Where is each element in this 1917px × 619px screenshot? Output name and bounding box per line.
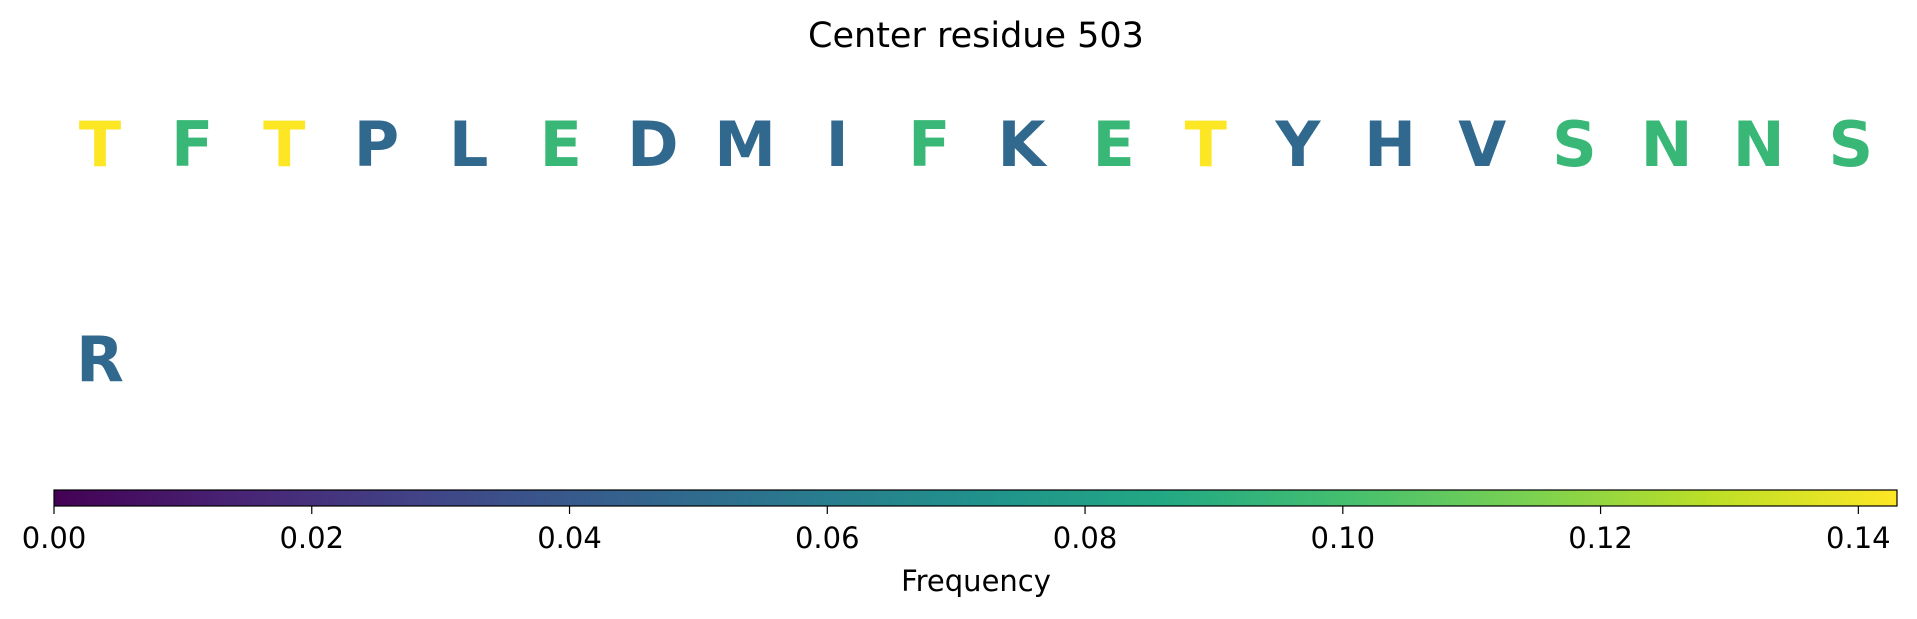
residue-letter: D	[627, 108, 678, 181]
x-tick-label: 0.10	[1311, 521, 1376, 555]
residue-letter: N	[1733, 108, 1785, 181]
colorbar	[53, 489, 1898, 507]
residue-letter: H	[1364, 108, 1416, 181]
x-tick-label: 0.14	[1826, 521, 1891, 555]
x-tick-label: 0.06	[795, 521, 860, 555]
residue-letter: R	[76, 323, 124, 396]
x-tick-label: 0.00	[22, 521, 87, 555]
x-tick-label: 0.04	[537, 521, 602, 555]
residue-letter: I	[826, 108, 849, 181]
residue-letter: N	[1641, 108, 1693, 181]
residue-letter: P	[354, 108, 399, 181]
chart-title: Center residue 503	[808, 16, 1144, 56]
residue-letter: L	[449, 108, 489, 181]
residue-letter: T	[263, 108, 305, 181]
residue-letter: F	[171, 108, 213, 181]
residue-letter: F	[908, 108, 950, 181]
residue-letter: M	[714, 108, 776, 181]
residue-letter: V	[1458, 108, 1506, 181]
residue-letter: E	[1092, 108, 1134, 181]
residue-letter: S	[1829, 108, 1874, 181]
colorbar-label: Frequency	[901, 564, 1051, 598]
x-tick-label: 0.02	[279, 521, 344, 555]
x-tick-label: 0.08	[1053, 521, 1118, 555]
residue-letter: E	[540, 108, 582, 181]
x-tick-label: 0.12	[1568, 521, 1633, 555]
residue-letter: T	[79, 108, 121, 181]
residue-letter: S	[1552, 108, 1597, 181]
residue-letter: Y	[1274, 108, 1321, 181]
residue-letter: T	[1185, 108, 1227, 181]
residue-letter: K	[997, 108, 1047, 181]
